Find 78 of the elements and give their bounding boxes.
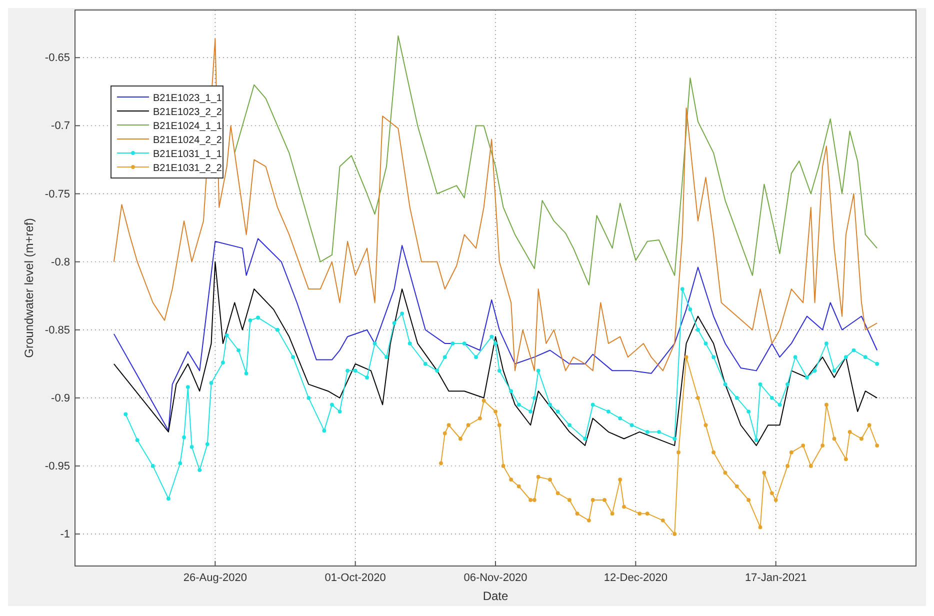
legend-label: B21E1031_1_1 <box>153 149 222 160</box>
y-tick-label: -0.65 <box>44 52 70 64</box>
point <box>610 512 614 516</box>
point <box>536 474 540 479</box>
legend-label: B21E1024_1_1 <box>153 121 222 132</box>
point <box>602 498 606 502</box>
point <box>439 461 443 466</box>
y-axis-title: Groundwater level (m+ref) <box>22 218 36 358</box>
line-series <box>113 238 878 432</box>
point <box>660 518 665 522</box>
point <box>548 478 552 482</box>
point <box>466 423 470 428</box>
legend-label: B21E1024_2_2 <box>153 135 222 146</box>
y-tick-label: -0.8 <box>51 256 70 268</box>
point <box>672 532 677 536</box>
point <box>497 423 502 428</box>
point <box>696 396 700 400</box>
point <box>758 525 762 530</box>
point <box>482 398 486 403</box>
x-tick-label: 17-Jan-2021 <box>744 572 807 584</box>
point <box>568 498 572 502</box>
point <box>704 423 708 428</box>
point <box>723 470 728 475</box>
x-tick-label: 06-Nov-2020 <box>464 572 528 584</box>
point <box>532 498 536 502</box>
point <box>509 478 514 482</box>
point <box>676 450 680 454</box>
y-tick-label: -0.9 <box>51 392 70 404</box>
x-tick-label: 26-Aug-2020 <box>183 572 247 584</box>
point <box>746 498 751 502</box>
point <box>801 444 806 448</box>
point <box>832 436 836 441</box>
point <box>820 444 825 448</box>
point <box>528 498 532 502</box>
legend-label: B21E1031_2_2 <box>153 163 222 174</box>
point <box>734 484 739 488</box>
x-tick-label: 01-Oct-2020 <box>324 572 386 584</box>
point <box>622 504 626 509</box>
point <box>494 410 498 414</box>
point <box>645 512 650 516</box>
point <box>458 436 462 441</box>
point <box>516 484 521 488</box>
point <box>501 464 506 468</box>
point <box>808 464 813 468</box>
line-series <box>234 35 878 286</box>
y-tick-label: -1 <box>60 528 70 541</box>
point <box>684 355 688 360</box>
point <box>478 416 482 420</box>
point <box>586 518 591 522</box>
point <box>770 491 774 496</box>
point <box>446 423 451 428</box>
point <box>556 491 560 496</box>
y-tick-label: -0.85 <box>44 324 70 336</box>
legend-label: B21E1023_2_2 <box>153 107 222 118</box>
y-tick-label: -0.75 <box>44 188 70 200</box>
point <box>618 478 622 482</box>
point <box>875 444 880 448</box>
point <box>867 423 872 428</box>
point <box>824 402 828 407</box>
point <box>442 431 447 436</box>
line-series <box>113 261 878 446</box>
point <box>762 470 766 475</box>
point <box>789 450 794 454</box>
point <box>844 457 848 462</box>
point <box>786 464 790 468</box>
point <box>848 430 852 434</box>
legend-label: B21E1023_1_1 <box>153 93 222 104</box>
point <box>774 498 778 502</box>
point <box>590 498 595 502</box>
point <box>575 512 580 516</box>
x-axis-title: Date <box>482 589 508 603</box>
y-tick-label: -0.7 <box>51 120 70 132</box>
x-tick-label: 12-Dec-2020 <box>604 572 668 584</box>
point <box>712 450 716 454</box>
point <box>638 512 642 516</box>
point <box>860 436 864 441</box>
line-series <box>113 38 878 372</box>
y-tick-label: -0.95 <box>44 460 70 472</box>
